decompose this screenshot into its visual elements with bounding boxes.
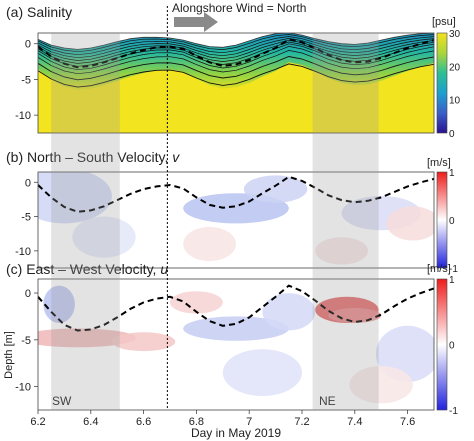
salinity-contour <box>38 38 434 59</box>
velocity-anomaly <box>111 332 176 352</box>
colorbar-tick-label: 0 <box>449 216 455 227</box>
velocity-anomaly <box>38 328 136 348</box>
velocity-anomaly <box>43 285 75 323</box>
salinity-panel: (a) Salinity Alongshore Wind = North [ps… <box>6 1 461 140</box>
colorbar-unit: [psu] <box>432 16 456 28</box>
east-west-velocity-panel: (c) East – West Velocity, u [m/s] 1 0 -1 0… <box>3 261 458 440</box>
colorbar-tick-label: 10 <box>449 96 461 107</box>
salinity-contour <box>38 46 434 71</box>
x-tick-label: 6.8 <box>189 416 204 428</box>
colorbar-tick-label: 30 <box>449 29 461 40</box>
period-label-sw: SW <box>52 394 72 408</box>
salinity-contour <box>38 39 434 61</box>
velocity-anomaly <box>183 316 289 341</box>
salinity-contours <box>38 33 434 88</box>
velocity-anomaly <box>386 206 434 241</box>
above-surface-mask <box>38 33 434 50</box>
wind-annotation: Alongshore Wind = North <box>172 1 306 15</box>
y-tick-label: -5 <box>21 74 31 86</box>
y-tick-label: -5 <box>21 212 31 224</box>
salinity-contour <box>38 34 434 53</box>
velocity-anomaly <box>170 291 223 314</box>
colorbar-tick-label: -1 <box>449 264 458 275</box>
y-axis-label: Depth [m] <box>3 331 15 379</box>
y-tick-label: -5 <box>21 335 31 347</box>
panel-label: (c) East – West Velocity, u <box>6 261 168 277</box>
y-tick-label: -10 <box>15 382 31 394</box>
colorbar-tick-label: 0 <box>449 341 455 352</box>
colorbar-tick-label: -1 <box>449 406 458 417</box>
y-tick-label: 0 <box>25 39 31 51</box>
y-ticks: 0 -5 -10 <box>15 288 38 394</box>
salinity-contour <box>38 50 434 75</box>
y-tick-label: 0 <box>25 288 31 300</box>
velocity-anomaly <box>222 349 302 396</box>
colorbar <box>436 278 448 411</box>
mixed-layer-depth-line <box>38 284 434 332</box>
velocity-anomaly <box>315 237 368 265</box>
y-tick-label: 0 <box>25 177 31 189</box>
x-tick-label: 6.4 <box>83 416 98 428</box>
velocity-anomaly <box>349 366 413 404</box>
y-tick-label: -10 <box>15 110 31 122</box>
colorbar-ticks: 30 20 10 0 <box>449 29 461 140</box>
colorbar <box>436 32 448 134</box>
x-tick-label: 7.2 <box>294 416 309 428</box>
colorbar-tick-label: 0 <box>449 129 455 140</box>
salinity-contour <box>38 41 434 64</box>
y-ticks: 0 -5 -10 <box>15 177 38 258</box>
period-label-ne: NE <box>319 394 336 408</box>
velocity-anomaly <box>243 175 308 203</box>
x-tick-label: 7 <box>246 416 252 428</box>
sea-surface-line <box>38 33 434 50</box>
colorbar-ticks: 1 0 -1 <box>449 275 458 417</box>
plot-frame <box>37 278 435 411</box>
x-tick-label: 7.6 <box>400 416 415 428</box>
plot-frame <box>37 171 435 269</box>
x-tick-label: 7.4 <box>347 416 362 428</box>
velocity-anomalies <box>38 172 434 265</box>
salinity-contour <box>38 56 434 81</box>
x-tick-label: 6.2 <box>30 416 45 428</box>
panel-label: (b) North – South Velocity, v <box>6 149 180 165</box>
velocity-anomaly <box>183 226 237 262</box>
shaded-period <box>312 33 379 410</box>
panel-label: (a) Salinity <box>6 4 72 20</box>
mixed-layer-depth-line <box>38 38 434 69</box>
colorbar-unit: [m/s] <box>427 263 451 275</box>
salinity-contour <box>38 36 434 56</box>
mixed-layer-depth-line <box>38 175 434 213</box>
colorbar <box>436 171 448 269</box>
shaded-period <box>51 33 120 410</box>
colorbar-ticks: 1 0 -1 <box>449 168 458 275</box>
y-ticks: 0 -5 -10 <box>15 39 38 122</box>
x-tick-label: 6.6 <box>136 416 151 428</box>
plot-frame <box>37 32 435 134</box>
y-tick-label: -10 <box>15 246 31 258</box>
velocity-anomaly <box>262 293 316 331</box>
colorbar-tick-label: 1 <box>449 275 455 286</box>
salinity-contour <box>38 63 434 88</box>
velocity-anomalies <box>38 285 434 404</box>
wind-arrow-icon <box>174 12 218 32</box>
x-axis-label: Day in May 2019 <box>191 426 281 440</box>
colorbar-tick-label: 1 <box>449 168 455 179</box>
velocity-anomaly <box>72 216 136 258</box>
colorbar-unit: [m/s] <box>427 157 451 169</box>
north-south-velocity-panel: (b) North – South Velocity, v [m/s] 1 0 -1… <box>6 149 458 275</box>
x-ticks: 6.2 6.4 6.6 6.8 7 7.2 7.4 7.6 <box>30 410 415 428</box>
colorbar-tick-label: 20 <box>449 62 461 73</box>
period-overlays <box>51 6 379 410</box>
